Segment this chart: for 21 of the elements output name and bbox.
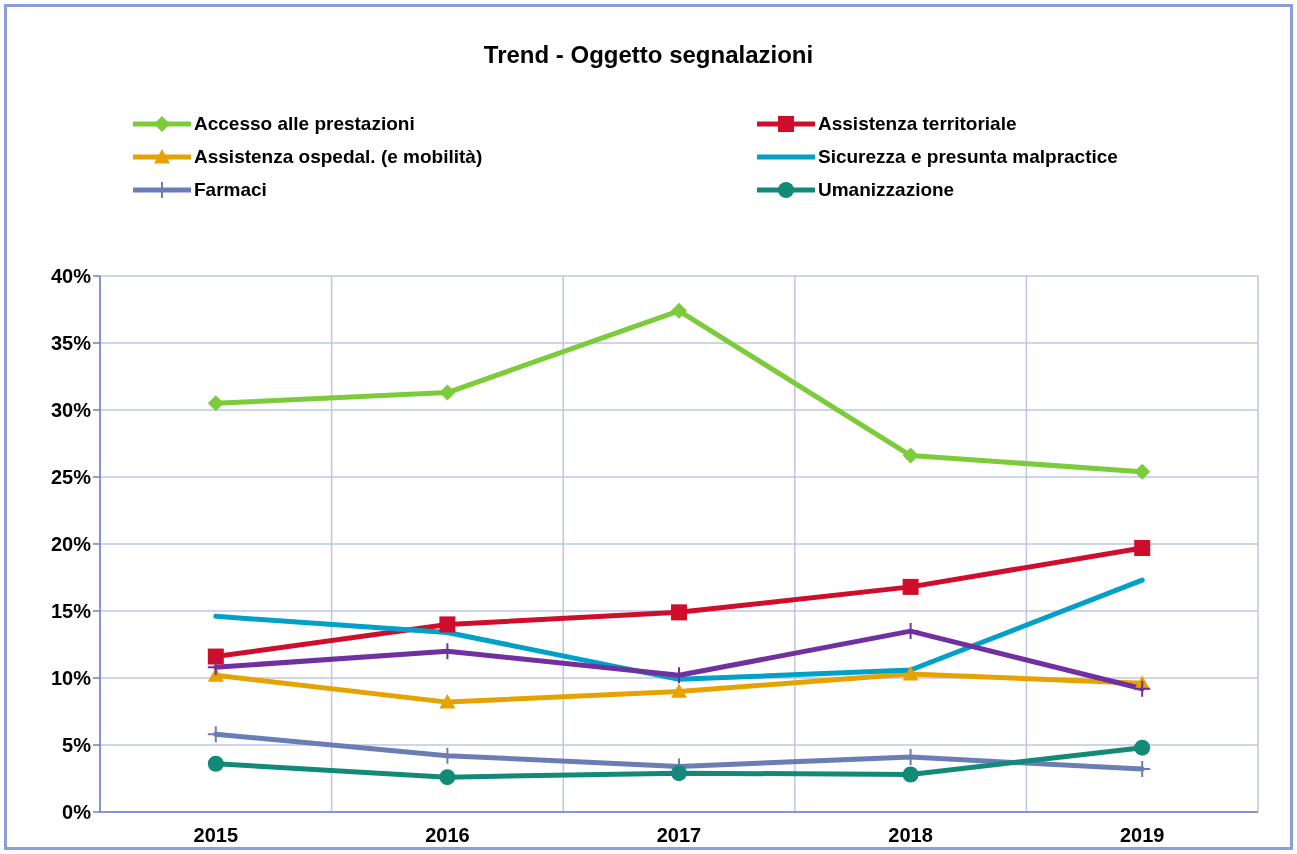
y-tick-label: 20% xyxy=(50,533,92,556)
y-tick-label: 0% xyxy=(62,801,92,824)
y-tick-label: 25% xyxy=(50,466,92,489)
legend-label: Umanizzazione xyxy=(818,179,955,201)
legend-label: Sicurezza e presunta malpractice xyxy=(818,146,1118,168)
legend-label: Assistenza territoriale xyxy=(818,113,1017,135)
x-tick-label: 2019 xyxy=(1119,824,1165,847)
y-tick-label: 10% xyxy=(50,667,92,690)
x-tick-label: 2015 xyxy=(193,824,239,847)
chart-title: Trend - Oggetto segnalazioni xyxy=(482,41,815,69)
y-tick-label: 40% xyxy=(50,265,92,288)
x-tick-label: 2016 xyxy=(425,824,470,847)
legend-label: Accesso alle prestazioni xyxy=(194,113,415,135)
x-tick-label: 2017 xyxy=(656,824,702,847)
legend-label: Assistenza ospedal. (e mobilità) xyxy=(194,146,483,168)
x-tick-label: 2018 xyxy=(888,824,933,847)
y-tick-label: 35% xyxy=(50,332,92,355)
y-tick-label: 5% xyxy=(62,734,92,757)
y-tick-label: 30% xyxy=(50,399,92,422)
legend-label: Farmaci xyxy=(194,179,267,201)
y-tick-label: 15% xyxy=(50,600,92,623)
